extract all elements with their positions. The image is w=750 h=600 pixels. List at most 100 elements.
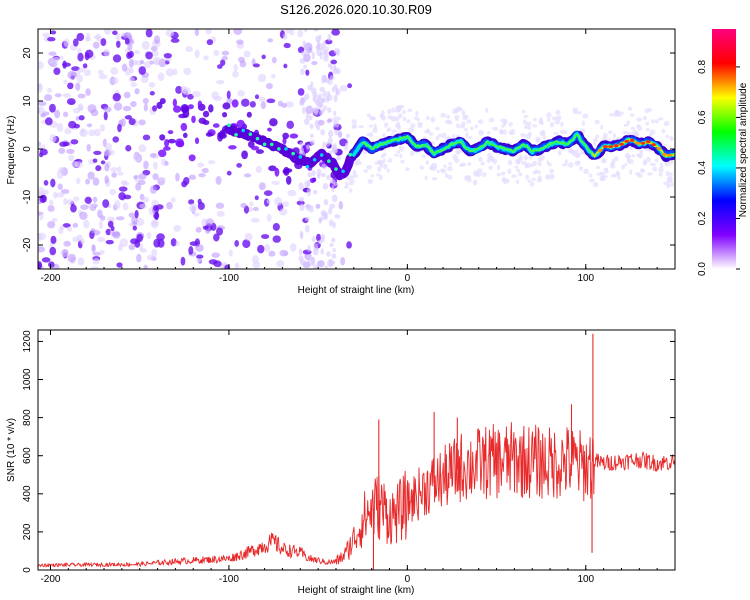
spectrogram-cell	[372, 127, 378, 134]
spectrogram-cell	[322, 183, 329, 190]
spectrogram-cell	[326, 175, 331, 180]
spectrogram-cell	[53, 67, 61, 75]
spectrogram-peak	[624, 139, 630, 143]
spectrogram-cell	[124, 37, 130, 45]
spectrogram-cell	[546, 112, 552, 119]
spectrogram-cell	[382, 133, 386, 138]
snr-xtick-label: -200	[40, 574, 60, 585]
spectrogram-cell	[448, 162, 453, 166]
spectrogram-peak	[291, 151, 295, 156]
spectrogram-cell	[298, 182, 304, 191]
spectrogram-cell	[151, 248, 158, 257]
snr-xtick-label: -100	[219, 574, 239, 585]
spectrogram-cell	[496, 164, 501, 171]
spectrogram-cell	[265, 82, 273, 90]
spectrogram-cell	[62, 141, 70, 147]
spectrogram-cell	[317, 43, 321, 50]
spectrogram-cell	[621, 164, 626, 170]
spectrogram-cell	[205, 132, 213, 137]
spectrogram-cell	[274, 197, 283, 206]
spectrogram-cell	[352, 169, 357, 176]
spectrogram-cell	[175, 85, 183, 94]
spectrogram-cell	[649, 162, 656, 167]
spectrogram-cell	[195, 244, 204, 252]
spectrogram-cell	[581, 120, 586, 126]
spectrogram-cell	[312, 189, 318, 195]
spectrogram-cell	[329, 203, 336, 209]
spectrogram-cell	[331, 237, 336, 243]
spectrogram-cell	[317, 260, 325, 268]
spectrogram-cell	[180, 256, 186, 266]
spectrogram-peak	[277, 147, 281, 151]
spectrogram-cell	[659, 163, 664, 169]
spectrogram-cell	[139, 59, 145, 65]
spectrogram-cell	[613, 173, 618, 178]
spectrogram-cell	[115, 33, 121, 41]
spectrogram-cell	[38, 82, 43, 90]
spectrogram-cell	[397, 113, 403, 119]
spectrogram-cell	[50, 178, 56, 188]
spectrogram-cell	[589, 178, 595, 183]
spectrogram-cell	[285, 29, 291, 34]
spectrogram-cell	[596, 172, 603, 176]
spectrogram-cell	[117, 123, 122, 133]
spectrogram-cell	[84, 36, 91, 42]
spectrogram-cell	[435, 135, 440, 141]
spectrogram-cell	[102, 199, 110, 208]
spectrogram-cell	[202, 225, 209, 230]
spectrogram-cell	[502, 129, 507, 136]
spectrogram-cell	[105, 239, 114, 245]
spectrogram-cell	[191, 115, 196, 124]
spectrogram-cell	[313, 107, 319, 116]
spectrogram-cell	[187, 104, 194, 110]
spectrogram-cell	[217, 132, 224, 142]
spectrogram-cell	[537, 161, 542, 167]
spectrogram-cell	[299, 146, 304, 154]
spectrogram-cell	[72, 222, 79, 228]
spectrogram-cell	[43, 180, 49, 186]
spectrogram-cell	[284, 101, 294, 108]
spectrogram-cell	[152, 105, 158, 112]
colorbar: 0.0 0.2 0.4 0.6 0.8 Normalized spectral ampl…	[697, 29, 749, 276]
spectrogram-xlabel: Height of straight line (km)	[298, 285, 415, 296]
spectrogram-cell	[500, 130, 504, 135]
spectrogram-cell	[85, 178, 91, 185]
spectrogram-cell	[212, 123, 220, 128]
spectrogram-cell	[250, 217, 260, 223]
spectrogram-cell	[115, 40, 121, 48]
spectrogram-cell	[444, 173, 449, 178]
spectrogram-cell	[300, 231, 304, 240]
spectrogram-cell	[642, 161, 648, 166]
spectrogram-cell	[518, 172, 523, 177]
spectrogram-cell	[258, 96, 266, 103]
spectrogram-cell	[514, 165, 519, 169]
spectrogram-peak	[645, 140, 651, 144]
spectrogram-cell	[47, 36, 56, 42]
spectrogram-cell	[208, 104, 214, 113]
spectrogram-cell	[553, 131, 559, 136]
spectrogram-cell	[264, 243, 271, 253]
spectrogram-cell	[277, 100, 284, 107]
spectrogram-cell	[77, 257, 85, 266]
spectrogram-cell	[59, 55, 64, 60]
spectrogram-cell	[468, 136, 473, 140]
spectrogram-cell	[92, 251, 102, 256]
spectrogram-cell	[525, 121, 532, 126]
spectrogram-cell	[312, 95, 316, 102]
spectrogram-cell	[117, 166, 122, 172]
spectrogram-cell	[599, 175, 605, 182]
spectrogram-cell	[198, 173, 206, 178]
spectrogram-cell	[90, 266, 100, 269]
spectrogram-cell	[507, 168, 512, 174]
spectrogram-cell	[38, 141, 42, 149]
spectrogram-cell	[65, 199, 75, 205]
spectrogram-cell	[466, 178, 472, 183]
spectrogram-cell	[488, 117, 495, 123]
spectrogram-cell	[138, 144, 147, 153]
spectrogram-cell	[78, 115, 85, 121]
spectrogram-cell	[446, 114, 451, 119]
spectrogram-cell	[240, 98, 250, 107]
spectrogram-cell	[614, 110, 620, 115]
spectrogram-cell	[469, 126, 474, 131]
spectrogram-cell	[478, 156, 483, 163]
